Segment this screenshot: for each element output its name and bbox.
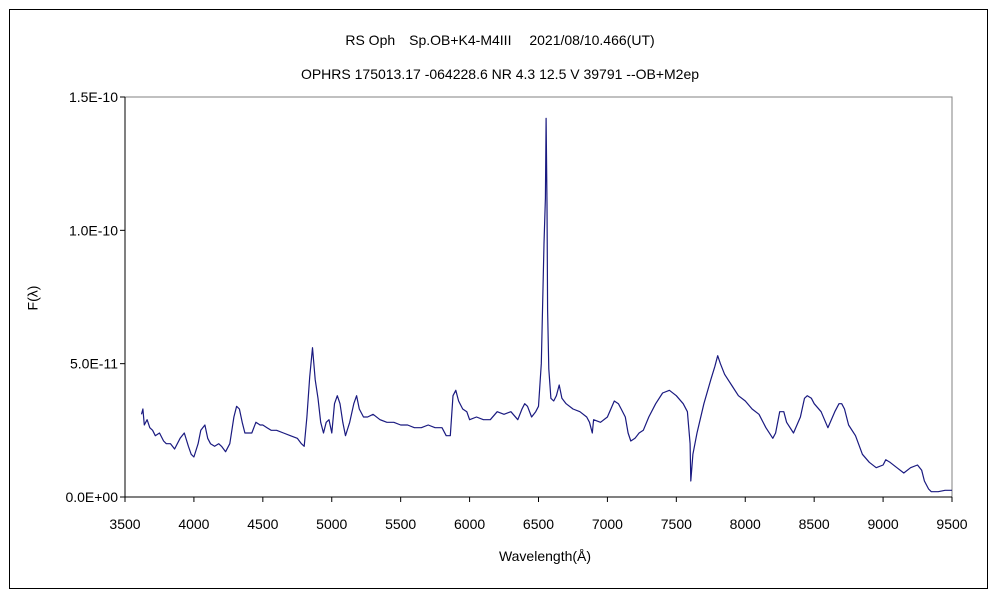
chart-subtitle: OPHRS 175013.17 -064228.6 NR 4.3 12.5 V …	[300, 66, 700, 82]
plot-area	[124, 96, 953, 498]
y-tick-label: 0.0E+00	[65, 489, 118, 505]
spectrum-line	[140, 117, 952, 493]
chart-frame	[9, 9, 988, 589]
x-tick-label: 5500	[385, 516, 416, 532]
y-tick-label: 1.0E-10	[69, 222, 118, 238]
x-tick-label: 9000	[868, 516, 899, 532]
x-axis-label: Wavelength(Å)	[498, 548, 592, 564]
y-tick-label: 1.5E-10	[69, 89, 118, 105]
x-tick-label: 6000	[454, 516, 485, 532]
x-tick-label: 4000	[178, 516, 209, 532]
chart-title: RS Oph Sp.OB+K4-M4III 2021/08/10.466(UT)	[345, 32, 655, 48]
y-tick-label: 5.0E-11	[70, 356, 118, 372]
x-tick-label: 4500	[247, 516, 278, 532]
x-tick-label: 9500	[936, 516, 967, 532]
x-tick-label: 8000	[730, 516, 761, 532]
x-tick-label: 6500	[523, 516, 554, 532]
x-tick-label: 7000	[592, 516, 623, 532]
x-tick-label: 5000	[316, 516, 347, 532]
x-tick-label: 3500	[109, 516, 140, 532]
x-tick-label: 8500	[799, 516, 830, 532]
x-tick-label: 7500	[661, 516, 692, 532]
